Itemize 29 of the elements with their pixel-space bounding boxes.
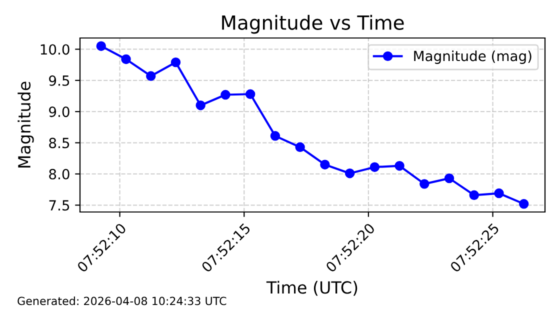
y-tick-label: 10.0 [40, 44, 70, 55]
point [270, 131, 280, 141]
point [196, 100, 206, 110]
point [519, 199, 529, 209]
point [96, 41, 106, 51]
point [245, 89, 256, 99]
text: Generated: 2026-04-08 10:24:33 UTC [18, 296, 226, 306]
y-tick-label: 7.5 [49, 200, 70, 211]
y-axis-title: Magnitude [18, 82, 34, 168]
y-tick-label: 8.0 [49, 168, 70, 180]
point [444, 173, 454, 184]
point [320, 160, 330, 170]
point [146, 71, 156, 81]
point [370, 162, 380, 172]
point [121, 54, 131, 64]
point [469, 190, 479, 200]
point [344, 168, 355, 178]
point [295, 142, 305, 152]
y-tick-label: 8.5 [49, 138, 70, 148]
x-axis-title: Time (UTC) [266, 280, 358, 296]
y-tick-label: 9.0 [49, 106, 70, 118]
point [394, 160, 404, 171]
chart-title: Magnitude vs Time [222, 14, 404, 34]
point [494, 188, 504, 198]
legend-label: Magnitude (mag) [414, 50, 532, 64]
point [220, 90, 230, 100]
point [420, 179, 430, 189]
y-tick-label: 9.5 [49, 75, 70, 86]
point [170, 57, 181, 68]
